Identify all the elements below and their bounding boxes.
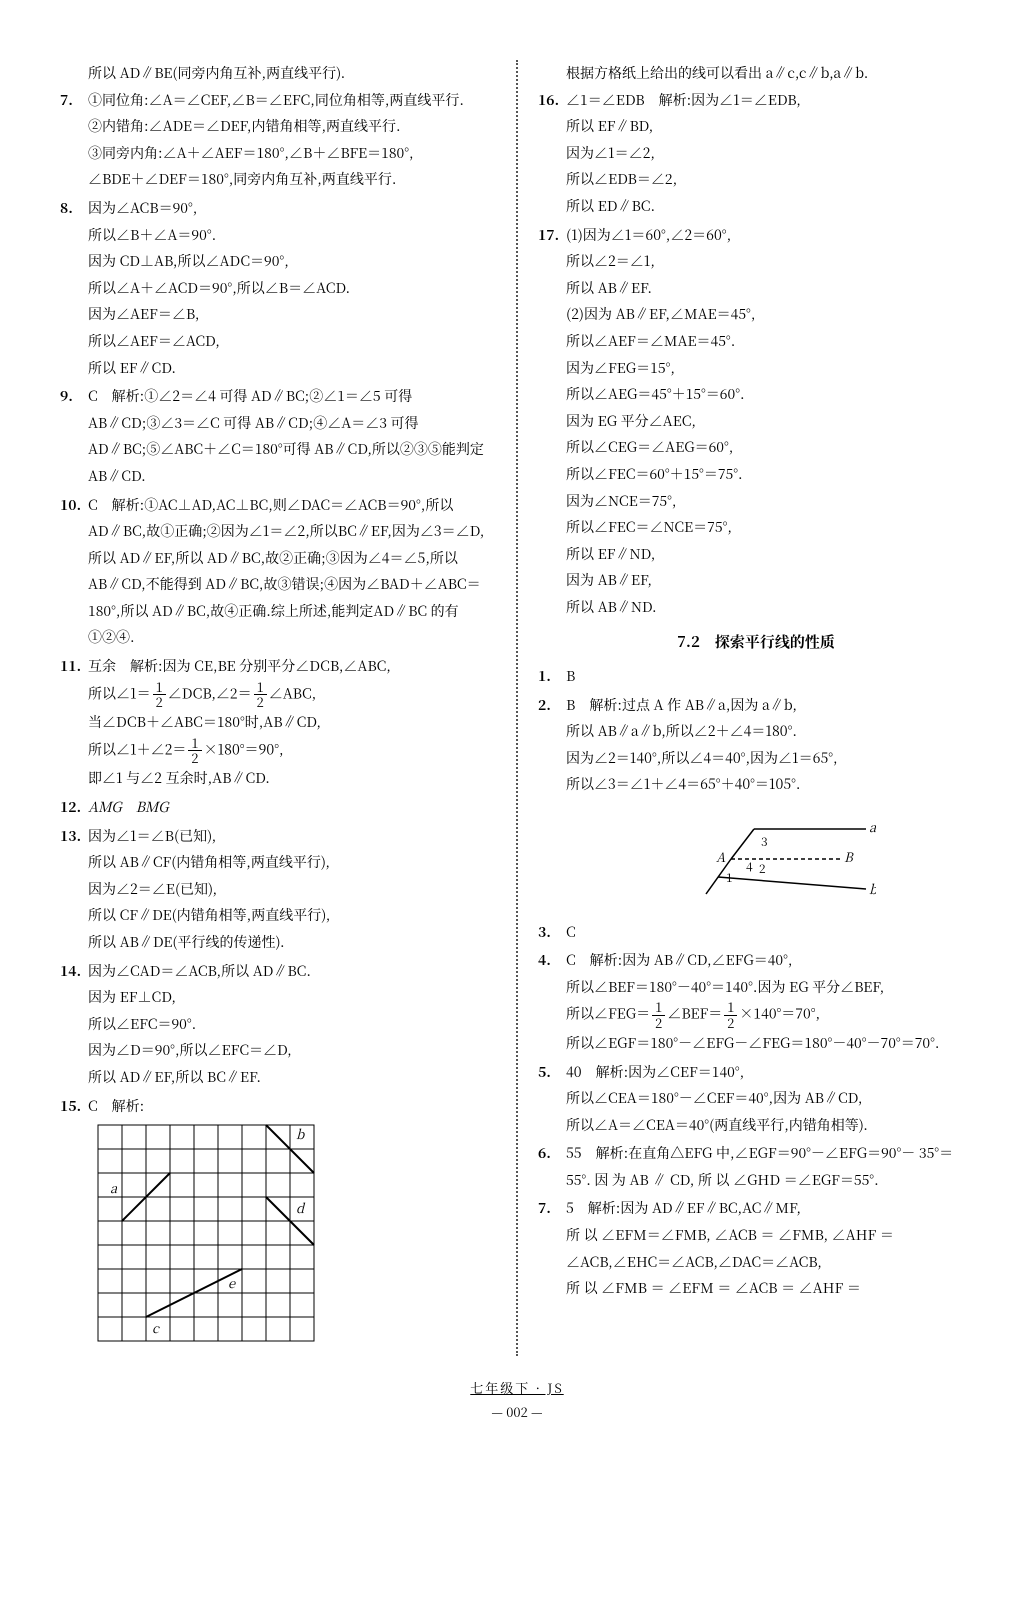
page-footer: 七年级下 · JS — 002 — xyxy=(60,1376,974,1425)
two-column-layout: 所以 AD∥BE(同旁内角互补,两直线平行). 7. ①同位角:∠A＝∠CEF,… xyxy=(60,60,974,1356)
grid-label-c: c xyxy=(152,1318,160,1337)
geom-label-A: A xyxy=(716,847,726,866)
problem-7: 7. ①同位角:∠A＝∠CEF,∠B＝∠EFC,同位角相等,两直线平行. ②内错… xyxy=(60,87,496,193)
geom-label-1: 1 xyxy=(726,869,733,886)
problem-text: C 解析:①AC⊥AD,AC⊥BC,则∠DAC＝∠ACB＝90°,所以 AD∥B… xyxy=(88,492,496,652)
problem-number: 11. xyxy=(60,653,88,792)
continuation-text: 所以 AD∥BE(同旁内角互补,两直线平行). xyxy=(60,60,496,87)
problem-number: 14. xyxy=(60,958,88,1091)
problem-text: B 解析:过点 A 作 AB∥a,因为 a∥b, 所以 AB∥a∥b,所以∠2＋… xyxy=(566,692,974,798)
problem-12: 12. AMG BMG xyxy=(60,794,496,821)
section-title: 7.2 探索平行线的性质 xyxy=(538,628,974,657)
problem-text: 5 解析:因为 AD∥EF∥BC,AC∥MF, 所 以 ∠EFM＝∠FMB, ∠… xyxy=(566,1195,974,1301)
fraction: 12 xyxy=(724,1000,737,1030)
problem-text: 55 解析:在直角△EFG 中,∠EGF＝90°－∠EFG＝90°－ 35°＝ … xyxy=(566,1140,974,1193)
problem-number: 8. xyxy=(60,195,88,381)
problem-text: 因为∠ACB＝90°, 所以∠B＋∠A＝90°. 因为 CD⊥AB,所以∠ADC… xyxy=(88,195,496,381)
left-column: 所以 AD∥BE(同旁内角互补,两直线平行). 7. ①同位角:∠A＝∠CEF,… xyxy=(60,60,496,1356)
page: 所以 AD∥BE(同旁内角互补,两直线平行). 7. ①同位角:∠A＝∠CEF,… xyxy=(0,0,1024,1599)
problem-text: ①同位角:∠A＝∠CEF,∠B＝∠EFC,同位角相等,两直线平行. ②内错角:∠… xyxy=(88,87,496,193)
problem-9: 9. C 解析:①∠2＝∠4 可得 AD∥BC;②∠1＝∠5 可得AB∥CD;③… xyxy=(60,383,496,489)
problem-text: C 解析:因为 AB∥CD,∠EFG＝40°, 所以∠BEF＝180°－40°＝… xyxy=(566,947,974,1056)
fraction: 12 xyxy=(188,736,201,766)
geom-label-3: 3 xyxy=(761,833,768,850)
problem-15: 15. C 解析: xyxy=(60,1093,496,1120)
problem-s2-6: 6. 55 解析:在直角△EFG 中,∠EGF＝90°－∠EFG＝90°－ 35… xyxy=(538,1140,974,1193)
problem-number: 13. xyxy=(60,823,88,956)
problem-number: 3. xyxy=(538,919,566,946)
problem-17: 17. (1)因为∠1＝60°,∠2＝60°, 所以∠2＝∠1, 所以 AB∥E… xyxy=(538,222,974,621)
continuation-text: 根据方格纸上给出的线可以看出 a∥c,c∥b,a∥b. xyxy=(538,60,974,87)
problem-text: 互余 解析:因为 CE,BE 分别平分∠DCB,∠ABC, 所以∠1＝12∠DC… xyxy=(88,653,496,792)
problem-number: 15. xyxy=(60,1093,88,1120)
problem-s2-5: 5. 40 解析:因为∠CEF＝140°, 所以∠CEA＝180°－∠CEF＝4… xyxy=(538,1059,974,1139)
fraction: 12 xyxy=(254,680,267,710)
grid-label-b: b xyxy=(296,1124,306,1143)
geom-label-4: 4 xyxy=(746,858,753,875)
problem-s2-7: 7. 5 解析:因为 AD∥EF∥BC,AC∥MF, 所 以 ∠EFM＝∠FMB… xyxy=(538,1195,974,1301)
problem-text: 40 解析:因为∠CEF＝140°, 所以∠CEA＝180°－∠CEF＝40°,… xyxy=(566,1059,974,1139)
problem-number: 17. xyxy=(538,222,566,621)
problem-number: 9. xyxy=(60,383,88,489)
grid-svg: a b c d e xyxy=(88,1123,324,1343)
problem-text: 因为∠CAD＝∠ACB,所以 AD∥BC. 因为 EF⊥CD, 所以∠EFC＝9… xyxy=(88,958,496,1091)
geom-label-B: B xyxy=(844,847,854,866)
problem-number: 4. xyxy=(538,947,566,1056)
geom-label-a: a xyxy=(869,817,876,836)
grid-diagram: a b c d e xyxy=(88,1123,496,1352)
problem-number: 5. xyxy=(538,1059,566,1139)
problem-number: 12. xyxy=(60,794,88,821)
problem-number: 7. xyxy=(538,1195,566,1301)
problem-text: 因为∠1＝∠B(已知), 所以 AB∥CF(内错角相等,两直线平行), 因为∠2… xyxy=(88,823,496,956)
problem-s2-1: 1. B xyxy=(538,663,974,690)
problem-number: 6. xyxy=(538,1140,566,1193)
problem-10: 10. C 解析:①AC⊥AD,AC⊥BC,则∠DAC＝∠ACB＝90°,所以 … xyxy=(60,492,496,652)
column-divider xyxy=(516,60,518,1356)
problem-number: 1. xyxy=(538,663,566,690)
fraction: 12 xyxy=(652,1000,665,1030)
problem-13: 13. 因为∠1＝∠B(已知), 所以 AB∥CF(内错角相等,两直线平行), … xyxy=(60,823,496,956)
problem-text: (1)因为∠1＝60°,∠2＝60°, 所以∠2＝∠1, 所以 AB∥EF. (… xyxy=(566,222,974,621)
geom-label-2: 2 xyxy=(759,860,766,877)
fraction: 12 xyxy=(153,680,166,710)
footer-grade: 七年级下 · JS xyxy=(470,1378,563,1397)
problem-text: ∠1＝∠EDB 解析:因为∠1＝∠EDB, 所以 EF∥BD, 因为∠1＝∠2,… xyxy=(566,87,974,220)
grid-label-e: e xyxy=(228,1273,236,1292)
problem-number: 10. xyxy=(60,492,88,652)
geometry-svg: a b A B 3 1 4 2 xyxy=(676,804,876,904)
problem-text: C 解析:①∠2＝∠4 可得 AD∥BC;②∠1＝∠5 可得AB∥CD;③∠3＝… xyxy=(88,383,496,489)
problem-number: 16. xyxy=(538,87,566,220)
problem-16: 16. ∠1＝∠EDB 解析:因为∠1＝∠EDB, 所以 EF∥BD, 因为∠1… xyxy=(538,87,974,220)
problem-11: 11. 互余 解析:因为 CE,BE 分别平分∠DCB,∠ABC, 所以∠1＝1… xyxy=(60,653,496,792)
problem-number: 7. xyxy=(60,87,88,193)
problem-14: 14. 因为∠CAD＝∠ACB,所以 AD∥BC. 因为 EF⊥CD, 所以∠E… xyxy=(60,958,496,1091)
problem-8: 8. 因为∠ACB＝90°, 所以∠B＋∠A＝90°. 因为 CD⊥AB,所以∠… xyxy=(60,195,496,381)
grid-label-d: d xyxy=(296,1198,306,1217)
problem-text: AMG BMG xyxy=(88,794,496,821)
problem-s2-2: 2. B 解析:过点 A 作 AB∥a,因为 a∥b, 所以 AB∥a∥b,所以… xyxy=(538,692,974,798)
right-column: 根据方格纸上给出的线可以看出 a∥c,c∥b,a∥b. 16. ∠1＝∠EDB … xyxy=(538,60,974,1356)
problem-s2-3: 3. C xyxy=(538,919,974,946)
problem-s2-4: 4. C 解析:因为 AB∥CD,∠EFG＝40°, 所以∠BEF＝180°－4… xyxy=(538,947,974,1056)
geometry-diagram: a b A B 3 1 4 2 xyxy=(578,804,974,913)
problem-number: 2. xyxy=(538,692,566,798)
grid-label-a: a xyxy=(110,1178,118,1197)
geom-label-b: b xyxy=(869,879,876,898)
problem-text: C 解析: xyxy=(88,1093,496,1120)
footer-page-number: 002 xyxy=(506,1402,527,1421)
